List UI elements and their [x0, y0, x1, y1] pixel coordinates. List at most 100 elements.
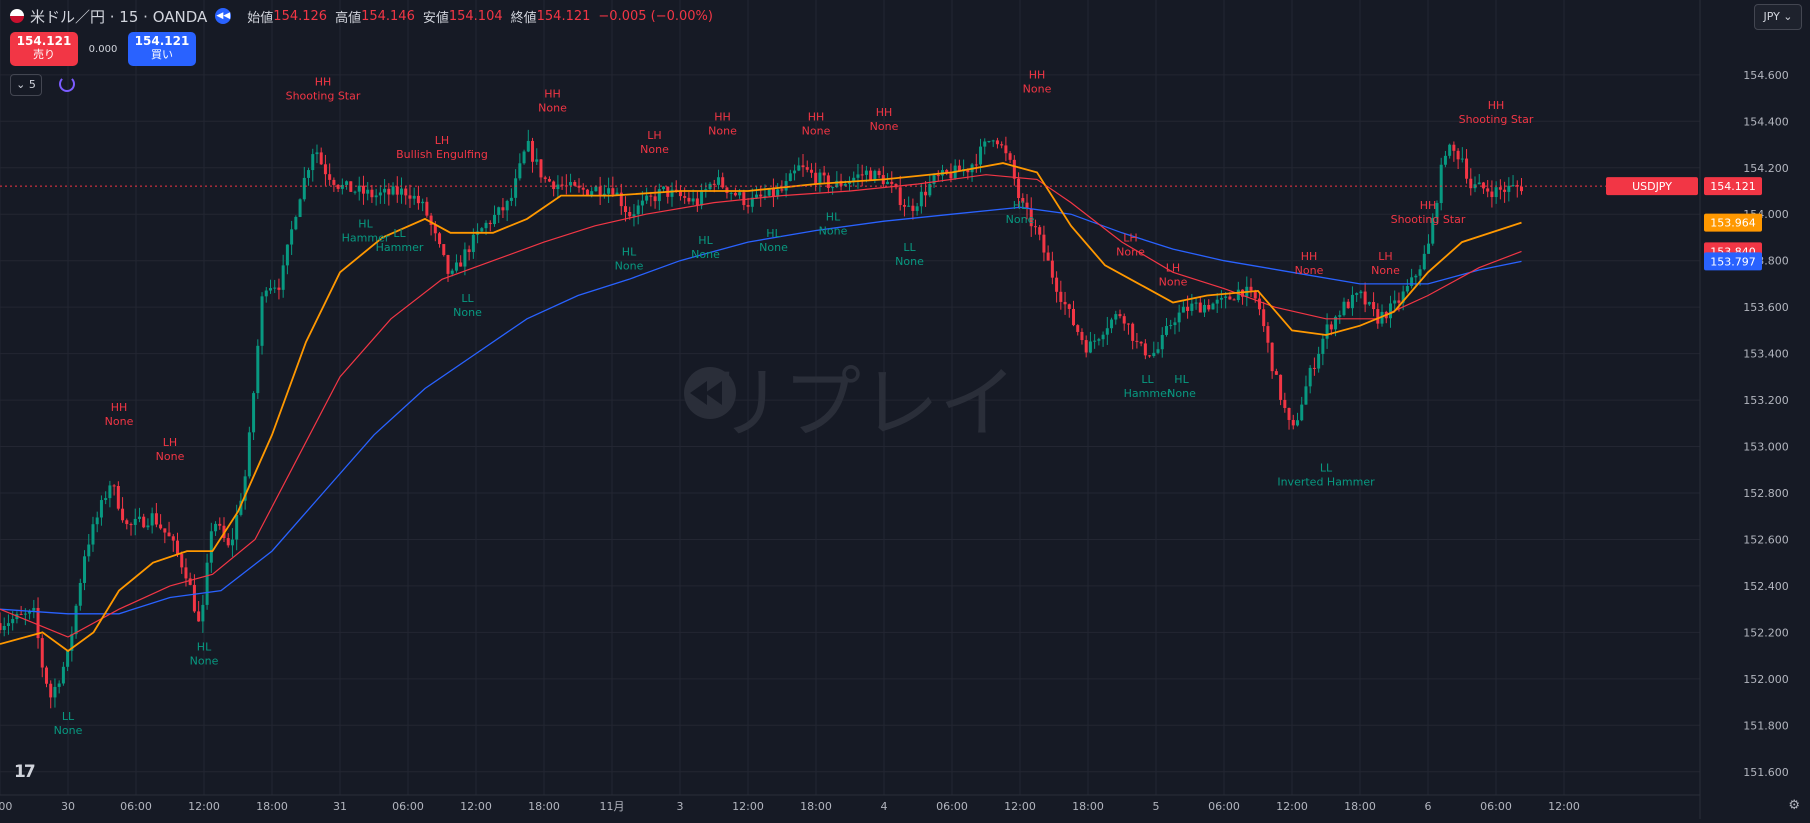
- time-tick-label: 11月: [600, 800, 625, 813]
- candle-body: [873, 170, 877, 181]
- candle-body: [307, 170, 311, 178]
- candle-body: [539, 159, 543, 178]
- candle-body: [205, 562, 209, 605]
- candle-body: [1177, 312, 1181, 323]
- candle-body: [1507, 185, 1511, 192]
- candle-body: [1004, 145, 1008, 154]
- candle-body: [915, 206, 919, 211]
- candle-body: [323, 164, 327, 175]
- candle-body: [70, 634, 74, 651]
- candle-body: [146, 525, 150, 528]
- candle-body: [1063, 301, 1067, 305]
- candle-body: [1274, 371, 1278, 375]
- pattern-label: None: [1116, 245, 1145, 258]
- low-label: 安値: [422, 10, 449, 26]
- time-tick-label: 12:00: [1548, 800, 1580, 813]
- candle-body: [61, 666, 65, 684]
- candle-body: [463, 249, 467, 267]
- usd-jpy-flag-icon: [10, 9, 24, 23]
- replay-icon[interactable]: ◀◀: [215, 8, 232, 24]
- candle-body: [746, 205, 750, 207]
- candle-body: [87, 544, 91, 557]
- candle-body: [995, 140, 999, 145]
- candle-body: [526, 140, 530, 152]
- indicators-toggle[interactable]: ⌄ 5: [10, 74, 42, 96]
- price-tick-label: 152.200: [1743, 626, 1789, 639]
- candle-body: [429, 215, 433, 225]
- pattern-label: LH: [647, 129, 661, 142]
- buy-button[interactable]: 154.121 買い: [128, 32, 196, 66]
- candle-body: [1194, 302, 1198, 304]
- tradingview-logo-icon[interactable]: 17: [14, 762, 36, 782]
- candle-body: [1287, 407, 1291, 420]
- spread-value: 0.000: [88, 43, 118, 55]
- time-axis[interactable]: 0:00 30 06:00 12:00 18:00 31 06:00 12:00 18:00 11…: [0, 794, 1700, 813]
- candle-body: [184, 567, 188, 579]
- candle-body: [180, 553, 184, 568]
- candle-body: [167, 532, 171, 537]
- time-tick-label: 12:00: [1276, 800, 1308, 813]
- price-tick-label: 153.000: [1743, 441, 1789, 454]
- candle-body: [721, 177, 725, 188]
- candle-body: [480, 228, 484, 232]
- candle-body: [1033, 226, 1037, 228]
- candle-body: [535, 159, 539, 162]
- candle-body: [1435, 203, 1439, 218]
- candle-body: [1131, 323, 1135, 341]
- candle-body: [1388, 303, 1392, 319]
- candle-body: [454, 262, 458, 271]
- candle-body: [1257, 298, 1261, 310]
- candle-body: [412, 195, 416, 199]
- pattern-label: HL: [358, 218, 373, 231]
- candle-body: [1135, 340, 1139, 342]
- candle-body: [581, 187, 585, 190]
- pattern-label: Bullish Engulfing: [396, 148, 488, 161]
- candle-body: [1080, 331, 1084, 341]
- candle-body: [1321, 338, 1325, 354]
- price-axis[interactable]: 154.600154.400154.200154.000153.800153.6…: [1606, 0, 1810, 819]
- candle-body: [1346, 301, 1350, 309]
- candle-body: [1490, 191, 1494, 198]
- price-axis-bg: [1700, 0, 1810, 819]
- sell-button[interactable]: 154.121 売り: [10, 32, 78, 66]
- candle-body: [590, 191, 594, 195]
- candle-body: [1342, 301, 1346, 316]
- time-tick-label: 18:00: [528, 800, 560, 813]
- candle-body: [1520, 186, 1523, 192]
- candle-body: [1241, 289, 1245, 297]
- candle-body: [611, 188, 615, 195]
- pattern-label: LH: [1166, 262, 1180, 275]
- time-tick-label: 06:00: [936, 800, 968, 813]
- candle-body: [543, 177, 547, 179]
- candle-body: [1224, 296, 1228, 298]
- pattern-label: HH: [1488, 99, 1505, 112]
- candle-body: [1152, 352, 1156, 357]
- pattern-label: None: [105, 415, 134, 428]
- settings-gear-icon[interactable]: ⚙: [1788, 798, 1800, 813]
- currency-select[interactable]: JPY ⌄: [1754, 4, 1802, 30]
- candle-body: [594, 186, 598, 192]
- candle-body: [1511, 185, 1515, 187]
- candle-body: [716, 177, 720, 185]
- candle-body: [826, 175, 830, 189]
- sell-label: 売り: [33, 48, 55, 61]
- candle-body: [911, 205, 915, 211]
- price-tick-label: 152.000: [1743, 673, 1789, 686]
- pattern-label: HH: [315, 76, 332, 89]
- candle-body: [1211, 303, 1215, 310]
- candle-body: [902, 205, 906, 207]
- candle-body: [1156, 349, 1160, 353]
- candle-body: [1439, 164, 1443, 204]
- candle-body: [1405, 286, 1409, 292]
- pattern-label: None: [691, 248, 720, 261]
- pattern-label: HL: [622, 245, 637, 258]
- candle-body: [28, 610, 32, 614]
- candle-body: [1367, 302, 1371, 305]
- candle-body: [763, 195, 767, 197]
- symbol-title[interactable]: 米ドル／円 · 15 · OANDA: [30, 7, 208, 26]
- candle-body: [188, 578, 192, 585]
- candle-body: [442, 244, 446, 256]
- candle-body: [1186, 306, 1190, 311]
